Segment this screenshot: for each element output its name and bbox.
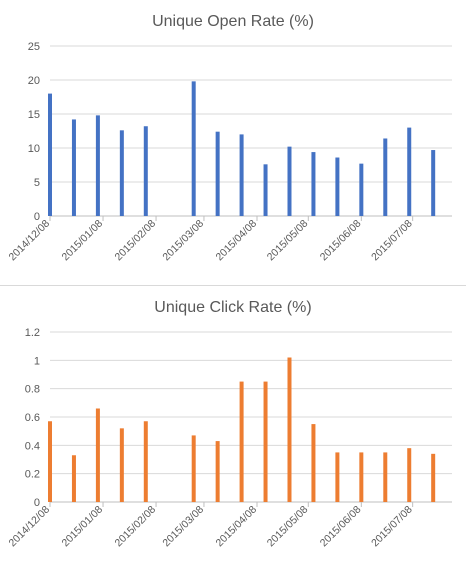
click-rate-bar [407,448,412,502]
open-rate-x-tick-label: 2015/01/08 [59,218,105,264]
click-rate-bar [239,381,244,502]
click-rate-bar [71,455,76,502]
click-rate-x-tick-label: 2015/05/08 [265,504,311,550]
click-rate-y-tick-label: 1 [34,355,40,367]
click-rate-x-tick-label: 2015/04/08 [213,504,259,550]
open-rate-y-tick-label: 5 [34,177,40,189]
click-rate-y-tick-label: 0.4 [25,440,40,452]
click-rate-x-tick-label: 2015/01/08 [59,504,105,550]
open-rate-bar [143,126,148,216]
click-rate-bar [335,452,340,502]
click-rate-y-tick-label: 0.6 [25,412,40,424]
open-rate-chart: Unique Open Rate (%) 0 5 10 15 20 25 2014/12/08… [0,0,466,285]
click-rate-bar [215,441,220,502]
click-rate-bar [383,452,388,502]
click-rate-y-tick-label: 0.2 [25,469,40,481]
open-rate-x-tick-label: 2014/12/08 [6,218,52,264]
open-rate-bar [191,81,196,216]
click-rate-bar [287,357,292,502]
click-rate-bar [119,428,124,502]
open-rate-bar [95,115,100,216]
open-rate-bar [48,93,52,216]
click-rate-bar [311,424,316,502]
open-rate-x-tick-label: 2015/04/08 [213,218,259,264]
open-rate-chart-svg: Unique Open Rate (%) 0 5 10 15 20 25 2014/12/08… [6,13,452,264]
open-rate-y-tick-label: 0 [34,211,40,223]
open-rate-x-tick-label: 2015/02/08 [113,218,159,264]
open-rate-bar [71,119,76,216]
click-rate-bar [431,453,436,502]
open-rate-bar [407,127,412,216]
open-rate-bar [335,157,340,216]
click-rate-bar [191,435,196,502]
click-rate-bar [263,381,268,502]
chart-divider [0,285,466,286]
open-rate-x-tick-label: 2015/05/08 [265,218,311,264]
open-rate-x-tick-label: 2015/06/08 [318,218,364,264]
click-rate-y-tick-label: 0 [34,497,40,509]
open-rate-bar [311,152,316,216]
click-rate-y-tick-label: 0.8 [25,384,40,396]
open-rate-bar [263,164,268,216]
open-rate-y-tick-label: 25 [28,41,40,53]
click-rate-bar [143,421,148,502]
open-rate-bar [119,130,124,216]
open-rate-x-tick-label: 2015/03/08 [160,218,206,264]
click-rate-chart-title: Unique Click Rate (%) [154,299,311,316]
open-rate-chart-title: Unique Open Rate (%) [152,13,314,30]
click-rate-x-tick-label: 2015/07/08 [369,504,415,550]
open-rate-bar [431,150,436,216]
click-rate-bar [359,452,364,502]
click-rate-chart: Unique Click Rate (%) 0 0.2 0.4 0.6 0.8 1 1.2 20… [0,286,466,571]
click-rate-x-tick-label: 2015/02/08 [113,504,159,550]
click-rate-chart-svg: Unique Click Rate (%) 0 0.2 0.4 0.6 0.8 1 1.2 20… [6,299,452,550]
open-rate-bar [383,138,388,216]
click-rate-x-tick-label: 2015/06/08 [318,504,364,550]
open-rate-bar [287,146,292,216]
click-rate-y-tick-label: 1.2 [25,327,40,339]
click-rate-bar [48,421,52,502]
open-rate-bar [239,134,244,216]
open-rate-x-tick-label: 2015/07/08 [369,218,415,264]
open-rate-bar [359,163,364,216]
open-rate-y-tick-label: 15 [28,109,40,121]
click-rate-x-tick-label: 2015/03/08 [160,504,206,550]
click-rate-x-tick-label: 2014/12/08 [6,504,52,550]
click-rate-bar [95,408,100,502]
open-rate-bar [215,131,220,216]
open-rate-y-tick-label: 20 [28,75,40,87]
open-rate-y-tick-label: 10 [28,143,40,155]
